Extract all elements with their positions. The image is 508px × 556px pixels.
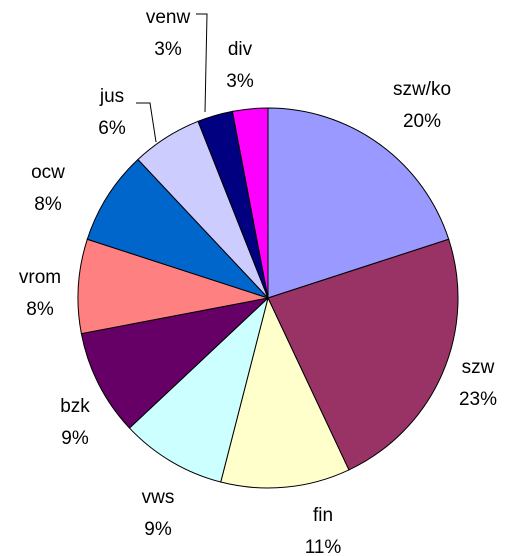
value-label: 23% [459, 389, 497, 410]
slice-label: szw [462, 357, 495, 378]
value-label: 3% [226, 71, 254, 92]
slice-label: jus [99, 86, 124, 107]
slice-label: fin [313, 505, 333, 526]
slice-label: venw [146, 7, 191, 28]
slice-label: bzk [60, 396, 90, 417]
leader-line [196, 13, 208, 113]
value-label: 9% [61, 428, 89, 449]
pie-slice [267, 238, 459, 471]
pie-slice [86, 158, 269, 299]
value-label: 9% [144, 519, 172, 540]
value-label: 8% [34, 194, 62, 215]
value-label: 20% [403, 111, 441, 132]
slice-label: szw/ko [393, 79, 451, 100]
value-label: 11% [305, 537, 342, 556]
pie-slice [77, 238, 269, 335]
value-label: 6% [98, 118, 126, 139]
pie-slice [80, 297, 270, 429]
slice-label: ocw [31, 162, 65, 183]
value-label: 8% [26, 299, 54, 320]
slice-label: vrom [19, 267, 61, 288]
slice-label: vws [142, 487, 175, 508]
pie-slice [231, 107, 269, 299]
pie-slice [220, 296, 350, 489]
pie-slice [267, 107, 450, 299]
pie-slice [128, 296, 269, 483]
slice-label: div [228, 39, 253, 60]
value-label: 3% [154, 39, 182, 60]
leader-line [136, 102, 157, 143]
